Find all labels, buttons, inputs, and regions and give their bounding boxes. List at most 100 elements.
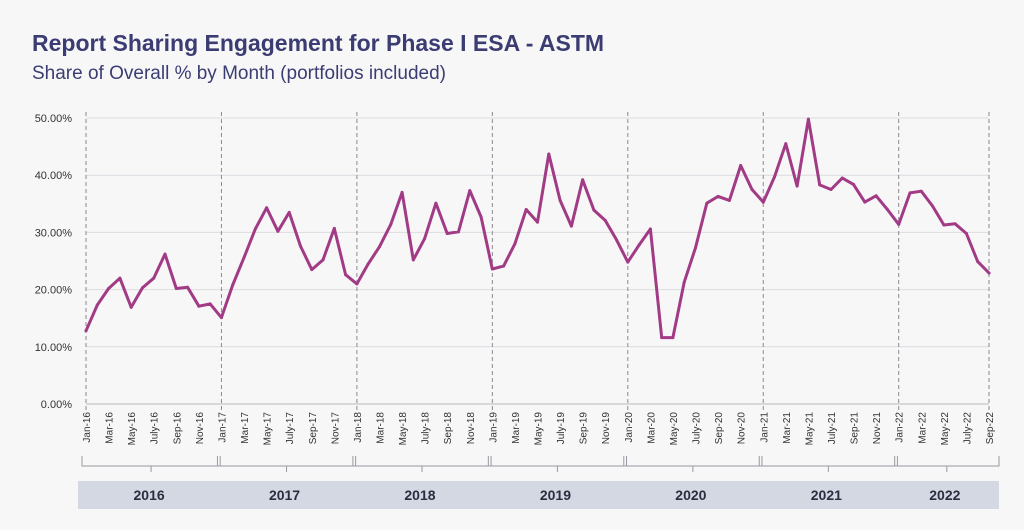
y-tick-label: 30.00%: [35, 227, 73, 239]
x-tick-label: Nov-18: [466, 412, 477, 445]
data-point: [908, 191, 912, 195]
data-point: [874, 194, 878, 198]
data-point: [163, 252, 167, 256]
data-point: [671, 336, 675, 340]
year-bracket: [352, 456, 492, 472]
data-point: [648, 227, 652, 231]
data-point: [581, 178, 585, 182]
data-point: [344, 273, 348, 277]
x-tick-label: Sep-16: [172, 412, 183, 445]
data-point: [592, 208, 596, 212]
data-point: [276, 229, 280, 233]
x-tick-label: Nov-19: [601, 412, 612, 445]
x-tick-label: Jan-17: [217, 412, 228, 443]
x-tick-label: Sep-22: [985, 412, 996, 445]
data-point: [253, 227, 257, 231]
x-tick-label: Jan-16: [82, 412, 93, 443]
x-tick-label: May-17: [263, 412, 274, 446]
data-point: [885, 208, 889, 212]
data-point: [118, 276, 122, 280]
x-tick-label: Mar-21: [782, 412, 793, 444]
x-tick-label: Sep-18: [443, 412, 454, 445]
data-point: [682, 280, 686, 284]
data-point: [615, 238, 619, 242]
data-point: [140, 286, 144, 290]
data-point: [919, 189, 923, 193]
data-point: [750, 188, 754, 191]
data-point: [219, 316, 223, 320]
data-point: [265, 206, 269, 210]
x-tick-label: Sep-20: [714, 412, 725, 445]
x-tick-label: July-19: [556, 412, 567, 445]
x-tick-label: May-18: [398, 412, 409, 446]
data-point: [502, 264, 506, 268]
year-label-2022: 2022: [890, 481, 999, 509]
x-tick-label: May-22: [940, 412, 951, 446]
year-bracket: [894, 456, 1000, 472]
x-tick-label: Mar-20: [646, 412, 657, 444]
data-point: [694, 246, 698, 250]
data-point: [377, 245, 381, 249]
data-point: [637, 243, 641, 247]
x-tick-label: Nov-16: [195, 412, 206, 445]
data-point: [761, 200, 765, 204]
data-point: [310, 268, 314, 272]
x-tick-label: May-20: [669, 412, 680, 446]
x-tick-label: July-21: [827, 412, 838, 445]
data-point: [468, 189, 472, 193]
data-point: [231, 283, 235, 287]
data-point: [298, 244, 302, 248]
data-point: [739, 163, 743, 167]
data-point: [660, 336, 664, 340]
data-point: [569, 224, 573, 228]
data-point: [795, 184, 799, 188]
x-tick-label: Jan-21: [759, 412, 770, 443]
data-point: [964, 232, 968, 236]
data-point: [423, 237, 427, 241]
data-point: [603, 218, 607, 222]
data-point: [366, 262, 370, 266]
data-point: [536, 220, 539, 224]
y-tick-label: 10.00%: [35, 342, 73, 354]
y-tick-label: 20.00%: [35, 285, 73, 297]
data-point: [242, 256, 246, 260]
year-label-2021: 2021: [755, 481, 898, 509]
data-point: [456, 230, 460, 234]
year-bracket: [758, 456, 898, 472]
year-bracket: [216, 456, 357, 472]
data-point: [806, 117, 810, 121]
data-point: [411, 258, 415, 262]
data-point: [942, 223, 946, 227]
year-bracket: [623, 456, 763, 472]
x-tick-label: Jan-18: [353, 412, 364, 443]
data-point: [208, 302, 212, 306]
x-tick-label: Nov-21: [872, 412, 883, 445]
year-label-2017: 2017: [213, 481, 356, 509]
x-tick-label: Mar-18: [375, 412, 386, 444]
x-tick-label: Jan-20: [624, 412, 635, 443]
x-tick-label: Mar-17: [240, 412, 251, 444]
data-point: [524, 208, 528, 212]
x-tick-label: May-21: [804, 412, 815, 446]
data-point: [863, 200, 867, 204]
year-label-2020: 2020: [619, 481, 762, 509]
data-point: [389, 222, 393, 226]
data-point: [95, 303, 99, 307]
data-point: [987, 271, 991, 275]
data-point: [84, 329, 88, 333]
data-point: [852, 182, 856, 186]
data-point: [152, 276, 156, 280]
data-point: [547, 152, 551, 156]
x-tick-label: July-17: [285, 412, 296, 445]
data-point: [976, 260, 980, 264]
x-tick-label: Sep-19: [579, 412, 590, 445]
data-point: [197, 304, 201, 308]
x-tick-label: July-16: [150, 412, 161, 445]
data-point: [321, 258, 325, 262]
x-tick-label: Nov-17: [330, 412, 341, 445]
data-point: [773, 175, 777, 179]
x-tick-label: Mar-16: [105, 412, 116, 444]
data-point: [186, 285, 190, 289]
data-point: [490, 267, 494, 271]
data-point: [513, 242, 517, 246]
